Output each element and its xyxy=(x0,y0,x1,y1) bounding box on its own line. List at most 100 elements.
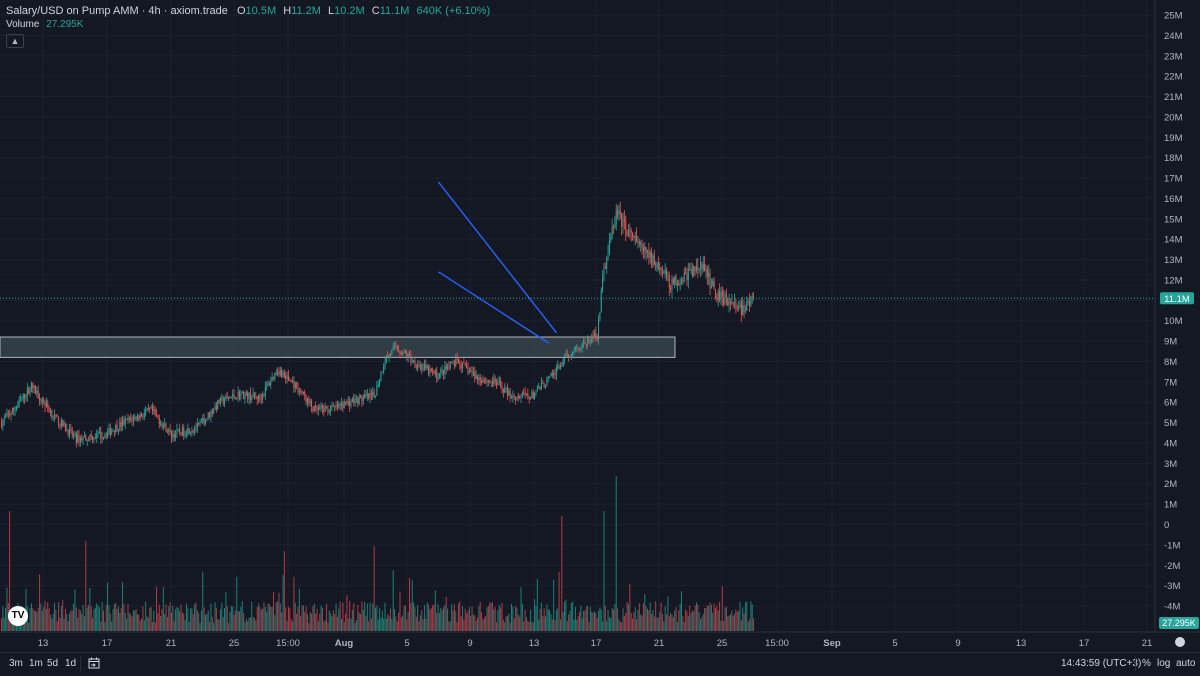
price-tick-label: 10M xyxy=(1164,316,1183,327)
volume-bar xyxy=(419,615,421,631)
volume-bar xyxy=(243,613,245,631)
candle xyxy=(195,428,197,430)
volume-bar xyxy=(615,476,617,631)
volume-bar xyxy=(453,604,455,631)
timeframe-1d-button[interactable]: 1d xyxy=(65,658,77,669)
volume-bar xyxy=(241,601,243,631)
volume-bar xyxy=(690,613,692,631)
candle xyxy=(502,389,504,393)
candle xyxy=(704,263,706,271)
candle xyxy=(187,428,189,435)
candle xyxy=(281,370,283,378)
candle xyxy=(166,432,168,434)
wedge-lower-trendline xyxy=(438,271,550,344)
low-value: 10.2M xyxy=(334,5,365,17)
candle xyxy=(524,392,526,395)
candle xyxy=(534,393,536,399)
volume-bar xyxy=(70,610,72,631)
volume-bar xyxy=(549,610,551,631)
candle xyxy=(532,392,534,399)
volume-bar xyxy=(732,615,734,631)
candle xyxy=(474,371,476,380)
volume-bar xyxy=(122,582,124,631)
volume-bar xyxy=(232,606,234,631)
calendar-range-icon[interactable] xyxy=(88,657,100,669)
candle xyxy=(343,401,345,409)
timeframe-1m-button[interactable]: 1m xyxy=(29,658,43,669)
candle xyxy=(200,421,202,423)
candle xyxy=(617,210,619,215)
volume-bar xyxy=(81,614,83,631)
timeframe-3m-button[interactable]: 3m xyxy=(9,658,23,669)
volume-bar xyxy=(621,622,623,631)
candle xyxy=(664,269,666,274)
volume-bar xyxy=(528,621,530,631)
volume-bar xyxy=(195,602,197,631)
candle xyxy=(735,301,737,308)
volume-bar xyxy=(98,607,100,631)
volume-bar xyxy=(691,610,693,631)
volume-bar xyxy=(749,619,750,631)
volume-bar xyxy=(67,620,69,631)
candle xyxy=(500,380,502,387)
auto-scale-toggle[interactable]: auto xyxy=(1176,658,1196,669)
volume-bar xyxy=(41,610,43,631)
candle xyxy=(429,368,431,374)
candle xyxy=(676,283,678,286)
volume-bar xyxy=(380,617,382,631)
volume-bar xyxy=(179,610,181,631)
clock-timezone[interactable]: 14:43:59 (UTC+3) xyxy=(1061,658,1142,669)
timeframe-5d-button[interactable]: 5d xyxy=(47,658,59,669)
volume-bar xyxy=(675,607,677,631)
volume-bar xyxy=(474,615,476,631)
volume-bar xyxy=(417,605,419,631)
volume-bar xyxy=(429,609,431,631)
volume-bar xyxy=(52,613,54,631)
volume-bar xyxy=(55,609,57,631)
percent-scale-toggle[interactable]: % xyxy=(1142,658,1151,669)
candle xyxy=(385,356,387,363)
volume-bar xyxy=(734,613,736,631)
candle xyxy=(3,418,5,421)
candle xyxy=(71,429,73,436)
volume-bar xyxy=(516,607,518,631)
volume-bar xyxy=(206,613,208,631)
volume-bar xyxy=(695,602,697,631)
volume-bar xyxy=(199,622,201,631)
time-tick-label: 21 xyxy=(166,638,177,649)
price-tick-label: 2M xyxy=(1164,479,1177,490)
candle xyxy=(573,348,575,352)
volume-bar xyxy=(92,618,94,631)
volume-bar xyxy=(524,609,526,631)
collapse-legend-button[interactable]: ▲ xyxy=(6,34,24,48)
log-scale-toggle[interactable]: log xyxy=(1157,658,1171,669)
volume-bar xyxy=(180,604,182,631)
volume-bar xyxy=(471,606,473,631)
symbol-title[interactable]: Salary/USD on Pump AMM · 4h · axiom.trad… xyxy=(6,5,228,17)
volume-bar xyxy=(360,614,362,631)
volume-bar xyxy=(366,603,368,631)
candle xyxy=(164,423,166,425)
volume-bar xyxy=(233,614,235,631)
volume-bar xyxy=(384,602,386,631)
candle xyxy=(636,236,638,242)
candle xyxy=(406,353,408,359)
candle xyxy=(542,382,544,384)
candle xyxy=(729,301,731,304)
candle xyxy=(708,273,710,277)
candle xyxy=(407,354,409,359)
volume-bar xyxy=(398,612,400,631)
volume-bar xyxy=(685,609,687,631)
candle xyxy=(180,432,182,436)
volume-bar xyxy=(332,610,334,631)
candle xyxy=(145,410,147,414)
tradingview-logo-icon[interactable]: TV xyxy=(8,606,28,626)
candle xyxy=(656,263,658,268)
candle xyxy=(88,440,90,442)
candle xyxy=(169,429,171,431)
volume-bar xyxy=(357,604,359,631)
candle xyxy=(335,405,337,407)
volume-label[interactable]: Volume xyxy=(6,19,40,30)
